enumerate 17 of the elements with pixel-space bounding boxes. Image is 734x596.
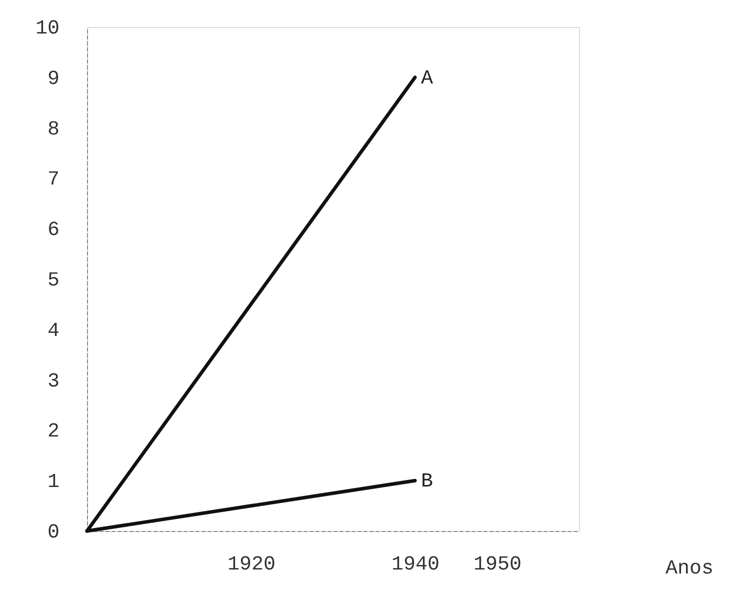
y-tick-label: 7 (47, 168, 60, 192)
y-tick-label: 3 (47, 370, 60, 394)
y-tick-label: 8 (47, 118, 60, 142)
series-label: A (421, 67, 434, 90)
y-tick-label: 5 (47, 270, 60, 292)
series-label: B (421, 470, 434, 494)
x-tick-label: 1950 (473, 554, 522, 576)
y-tick-label: 1 (47, 471, 60, 494)
y-tick-label: 2 (47, 420, 60, 444)
y-tick-label: 9 (47, 68, 60, 91)
x-axis-title: Anos (665, 558, 714, 580)
y-tick-label: 6 (47, 219, 60, 242)
x-tick-label: 1940 (391, 554, 440, 576)
y-tick-label: 10 (35, 18, 60, 40)
y-tick-label: 0 (47, 522, 60, 544)
x-tick-label: 1920 (227, 554, 276, 576)
y-tick-label: 4 (47, 320, 60, 343)
